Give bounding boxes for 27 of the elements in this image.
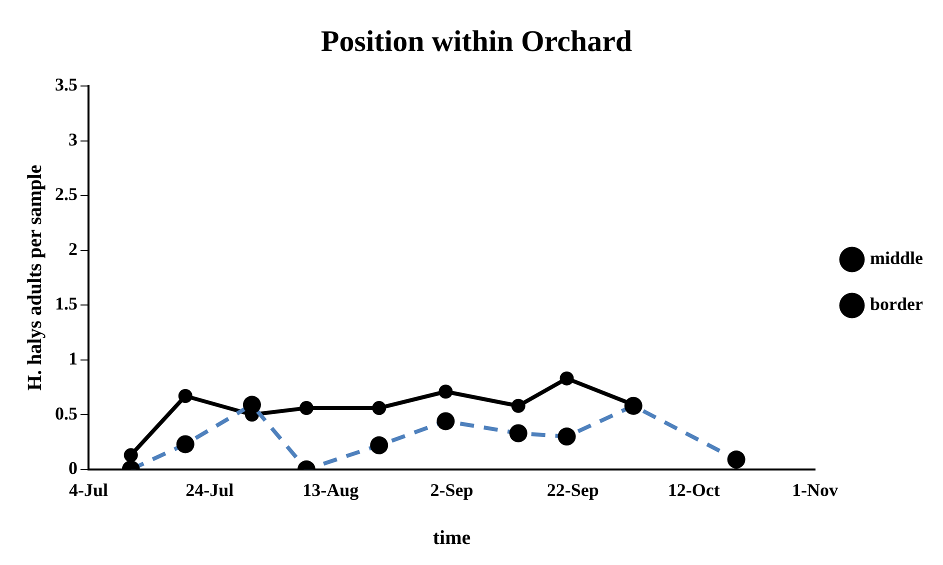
x-tick-label: 24-Jul bbox=[186, 480, 234, 500]
point bbox=[560, 371, 574, 386]
point bbox=[372, 401, 386, 416]
y-tick-label: 0 bbox=[68, 458, 78, 478]
point bbox=[438, 384, 453, 399]
x-tick-label: 4-Jul bbox=[68, 480, 108, 500]
y-tick-label: 0.5 bbox=[55, 403, 78, 424]
y-tick-label: 1 bbox=[68, 348, 78, 369]
point bbox=[299, 401, 314, 416]
y-tick-label: 2.5 bbox=[55, 184, 78, 204]
y-tick-label: 1.5 bbox=[55, 294, 78, 314]
x-tick-label: 1-Nov bbox=[792, 480, 838, 500]
legend-label: border bbox=[870, 294, 923, 314]
x-tick-label: 12-Oct bbox=[668, 480, 720, 500]
point bbox=[511, 398, 526, 413]
y-tick-label: 2 bbox=[68, 238, 78, 259]
y-axis-title: H. halys adults per sample bbox=[24, 164, 46, 391]
point bbox=[124, 448, 138, 462]
x-tick-label: 22-Sep bbox=[546, 480, 599, 500]
point bbox=[178, 389, 192, 404]
y-tick-label: 3 bbox=[68, 129, 78, 150]
x-tick-label: 13-Aug bbox=[302, 480, 359, 500]
y-tick-label: 3.5 bbox=[55, 74, 78, 95]
x-tick-label: 2-Sep bbox=[430, 480, 474, 500]
chart-title: Position within Orchard bbox=[320, 24, 632, 58]
legend-label: middle bbox=[870, 248, 924, 268]
x-axis-title: time bbox=[432, 527, 471, 550]
